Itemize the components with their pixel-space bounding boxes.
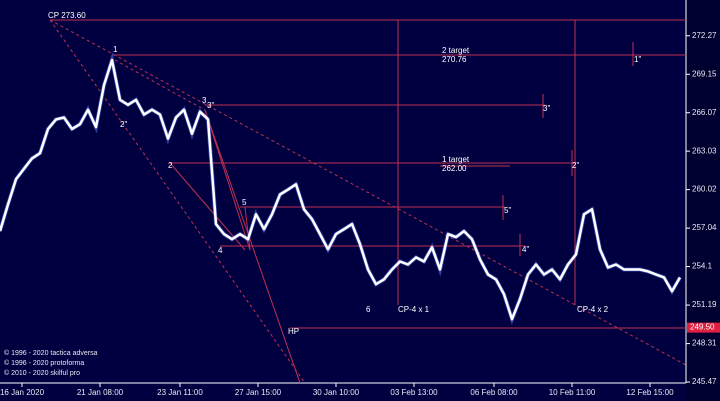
annotation: 1" [634,55,641,64]
price-axis [686,0,720,401]
x-tick-label: 27 Jan 15:00 [235,388,282,397]
y-tick-label: 257.04 [692,223,717,232]
y-tick-label: 260.02 [692,185,717,194]
y-tick-label: 251.19 [692,300,717,309]
annotation: CP-4 x 1 [398,305,430,314]
x-tick-label: 10 Feb 11:00 [549,388,596,397]
annotation: CP 273.60 [48,11,86,20]
annotation: 6 [366,305,371,314]
annotation: 1 [113,45,118,54]
price-marker [687,322,720,333]
y-tick-label: 245.47 [692,377,717,386]
annotation: 2 [168,161,173,170]
y-tick-label: 272.27 [692,31,717,40]
price-line [0,58,682,321]
annotation: 3 [202,96,207,105]
annotation: 270.76 [442,55,467,64]
price-marker-label: 249.50 [690,323,715,332]
credit: © 1996 - 2020 protoforma [4,359,84,367]
y-tick-label: 248.31 [692,339,717,348]
y-tick-label: 266.07 [692,108,717,117]
y-tick-label: 275.42 [692,0,717,1]
credit: © 1996 - 2020 tactica adversa [4,349,98,357]
annotation: 5 [242,198,247,207]
annotation: 1 target [442,155,470,164]
y-tick-label: 254.1 [692,262,713,271]
y-tick-label: 269.15 [692,69,717,78]
drawings [49,19,687,384]
annotation: 262.00 [442,164,467,173]
x-tick-label: 06 Feb 08:00 [470,388,518,397]
x-tick-label: 16 Jan 2020 [0,388,45,397]
annotation: 4 [218,246,223,255]
annotation: 5" [504,206,511,215]
credit: © 2010 - 2020 skilful pro [4,369,80,377]
x-tick-label: 21 Jan 08:00 [77,388,124,397]
x-tick-label: 23 Jan 11:00 [157,388,203,397]
annotation: HP [288,327,299,336]
y-tick-label: 263.03 [692,146,717,155]
x-tick-label: 30 Jan 10:00 [313,388,360,397]
annotation: 2 target [442,46,470,55]
annotation: 3" [543,104,550,113]
annotation: 3" [207,101,214,110]
annotation: CP-4 x 2 [577,305,609,314]
x-tick-label: 03 Feb 13:00 [390,388,438,397]
annotation: 2" [572,161,579,170]
annotation: 2" [120,120,127,129]
annotation: 4" [522,245,529,254]
x-tick-label: 12 Feb 15:00 [626,388,674,397]
